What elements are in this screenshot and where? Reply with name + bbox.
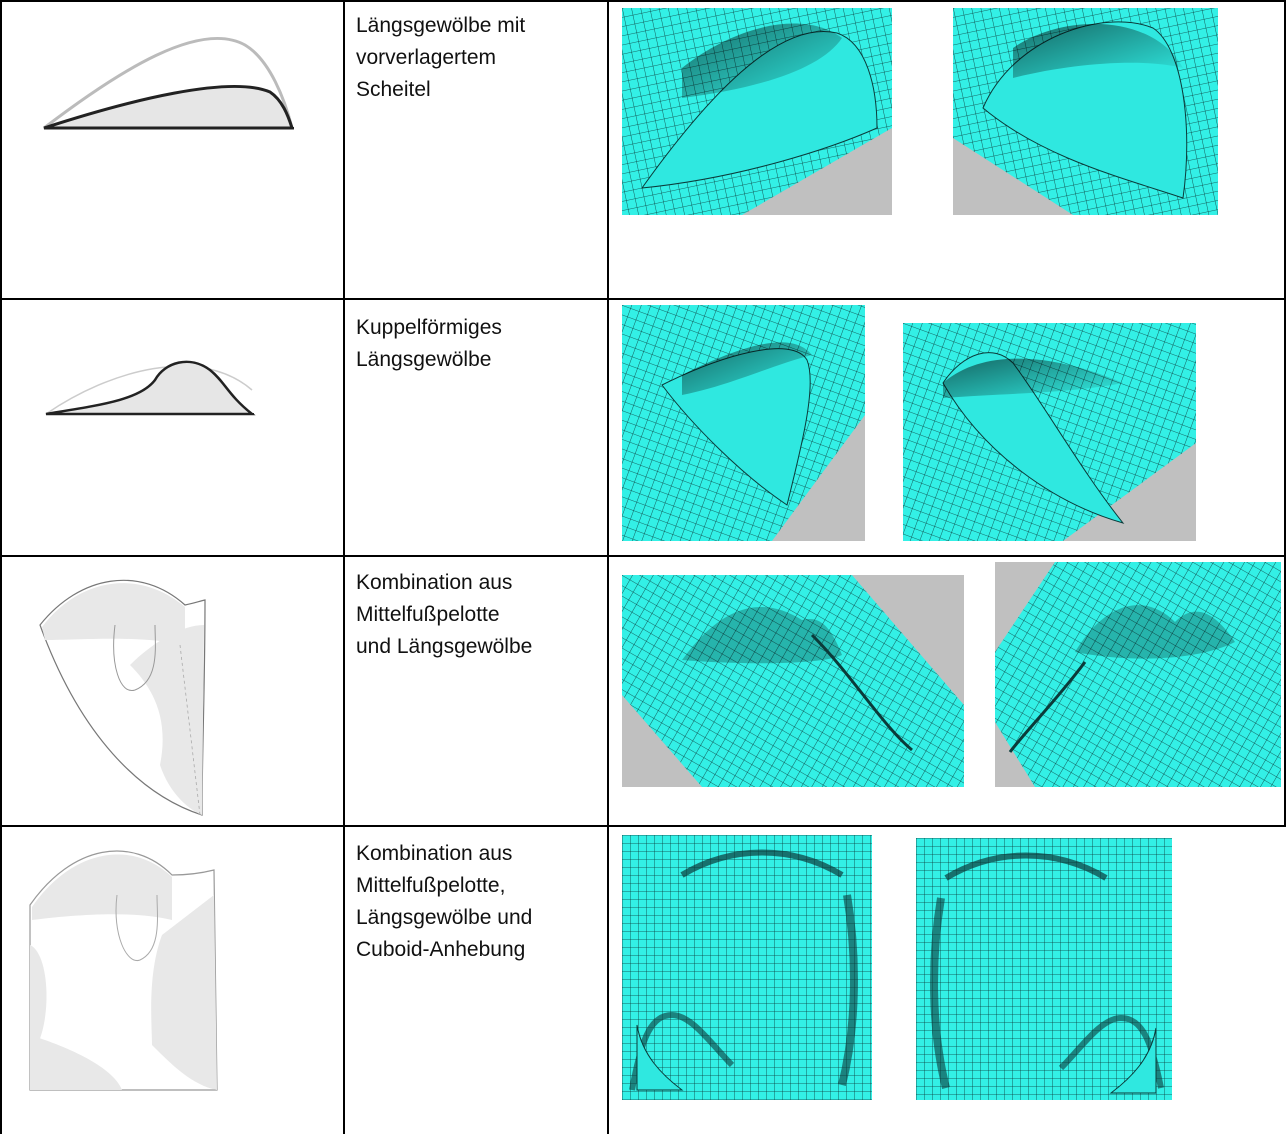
mesh-render-back xyxy=(995,562,1281,787)
column-divider-2 xyxy=(607,0,609,1134)
caption-line: Cuboid-Anhebung xyxy=(356,938,526,961)
mesh-render-front xyxy=(622,575,964,787)
caption-line: Längsgewölbe xyxy=(356,348,492,371)
mesh-render-back xyxy=(903,323,1196,541)
caption-line: Mittelfußpelotte xyxy=(356,603,500,626)
arch-profile-forward-apex-icon xyxy=(30,30,310,140)
row-3-caption: Kombination aus Mittelfußpelotte und Län… xyxy=(356,567,596,663)
mesh-render-front xyxy=(622,8,892,215)
caption-line: und Längsgewölbe xyxy=(356,635,533,658)
table-border-left xyxy=(0,0,2,1134)
caption-line: Längsgewölbe mit xyxy=(356,14,526,37)
mesh-render-front xyxy=(622,835,872,1100)
caption-line: Längsgewölbe und xyxy=(356,906,533,929)
caption-line: Kombination aus xyxy=(356,571,513,594)
caption-line: Kombination aus xyxy=(356,842,513,865)
row-divider-1 xyxy=(0,298,1286,300)
caption-line: Kuppelförmiges xyxy=(356,316,502,339)
row-divider-2 xyxy=(0,555,1286,557)
caption-line: vorverlagertem xyxy=(356,46,497,69)
caption-line: Mittelfußpelotte, xyxy=(356,874,506,897)
table-border-top xyxy=(0,0,1286,2)
row-4-caption: Kombination aus Mittelfußpelotte, Längsg… xyxy=(356,838,596,966)
table-border-right xyxy=(1284,0,1286,826)
row-2-caption: Kuppelförmiges Längsgewölbe xyxy=(356,312,596,376)
mesh-render-back xyxy=(953,8,1218,215)
row-1-caption: Längsgewölbe mit vorverlagertem Scheitel xyxy=(356,10,596,106)
caption-line: Scheitel xyxy=(356,78,431,101)
mesh-render-back xyxy=(916,838,1172,1100)
insole-outline-pelotte-arch-icon xyxy=(20,565,220,830)
insole-outline-pelotte-arch-cuboid-icon xyxy=(22,835,222,1100)
column-divider-1 xyxy=(343,0,345,1134)
dome-profile-icon xyxy=(40,350,270,420)
row-divider-3 xyxy=(0,825,1286,827)
mesh-render-front xyxy=(622,305,865,541)
